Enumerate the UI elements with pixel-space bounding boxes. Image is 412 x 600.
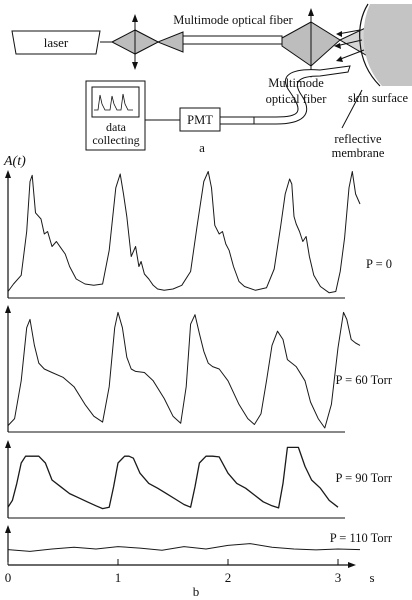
laser-label: laser [44, 35, 69, 50]
lens-2-arrow-top [308, 8, 314, 16]
data-label-2: collecting [92, 133, 139, 147]
ray-3 [337, 49, 365, 61]
trace-4-label: P = 110 Torr [330, 531, 393, 545]
trace-2-line [7, 311, 361, 429]
reflective-membrane [359, 3, 381, 87]
trace-1-line [7, 171, 361, 294]
trace-3-label: P = 90 Torr [335, 471, 392, 485]
membrane-label-2: membrane [332, 146, 385, 160]
trace-2-label: P = 60 Torr [335, 373, 392, 387]
trace-3-line [7, 446, 339, 510]
lens-1-arrow-bottom [132, 62, 138, 70]
traces: P = 0 P = 60 Torr P = 90 Torr P = 110 Torr [5, 170, 393, 562]
x-axis-arrow [348, 562, 356, 568]
pmt-label: PMT [187, 113, 213, 127]
fiber-bottom-label-2: optical fiber [266, 92, 328, 106]
panel-b-label: b [193, 584, 200, 599]
trace-4-y-axis-arrow [5, 525, 11, 533]
ray-1-head [336, 31, 342, 37]
ray-3-head [336, 56, 343, 62]
trace-1-label: P = 0 [366, 257, 392, 271]
fiber-bottom [253, 65, 351, 125]
skin-label: skin surface [348, 91, 408, 105]
trace-3-y-axis-arrow [5, 440, 11, 448]
schematic: laser Multimode optical fiber Multimode … [11, 3, 412, 160]
trace-4-line [7, 543, 361, 552]
x-unit-label: s [369, 570, 374, 585]
ray-2 [335, 39, 363, 47]
laser-box [11, 30, 101, 55]
trace-1-y-axis-arrow [5, 170, 11, 178]
data-screen-trace [94, 93, 133, 111]
membrane-pointer [341, 89, 363, 129]
fiber-top-label: Multimode optical fiber [173, 13, 293, 27]
x-tick-label-1: 1 [115, 570, 122, 585]
x-tick-label-0: 0 [5, 570, 12, 585]
lens-2-cone [134, 29, 184, 55]
data-screen [91, 86, 140, 118]
membrane-label-1: reflective [334, 132, 382, 146]
data-label-1: data [106, 120, 127, 134]
lens-1-arrow-top [132, 14, 138, 22]
panel-a-label: a [199, 140, 205, 155]
fiber-bottom-label-1: Multimode [268, 76, 324, 90]
x-tick-label-2: 2 [225, 570, 232, 585]
fiber-top [182, 35, 283, 45]
x-tick-label-3: 3 [335, 570, 342, 585]
y-axis-label: A(t) [3, 154, 26, 169]
trace-2-y-axis-arrow [5, 305, 11, 313]
ray-2-head [334, 43, 341, 49]
x-ticks: 0 1 2 3 [5, 559, 342, 585]
skin [363, 4, 412, 86]
chart: A(t) P = 0 P = 60 Torr P = 90 Torr P = 110 … [3, 154, 393, 599]
